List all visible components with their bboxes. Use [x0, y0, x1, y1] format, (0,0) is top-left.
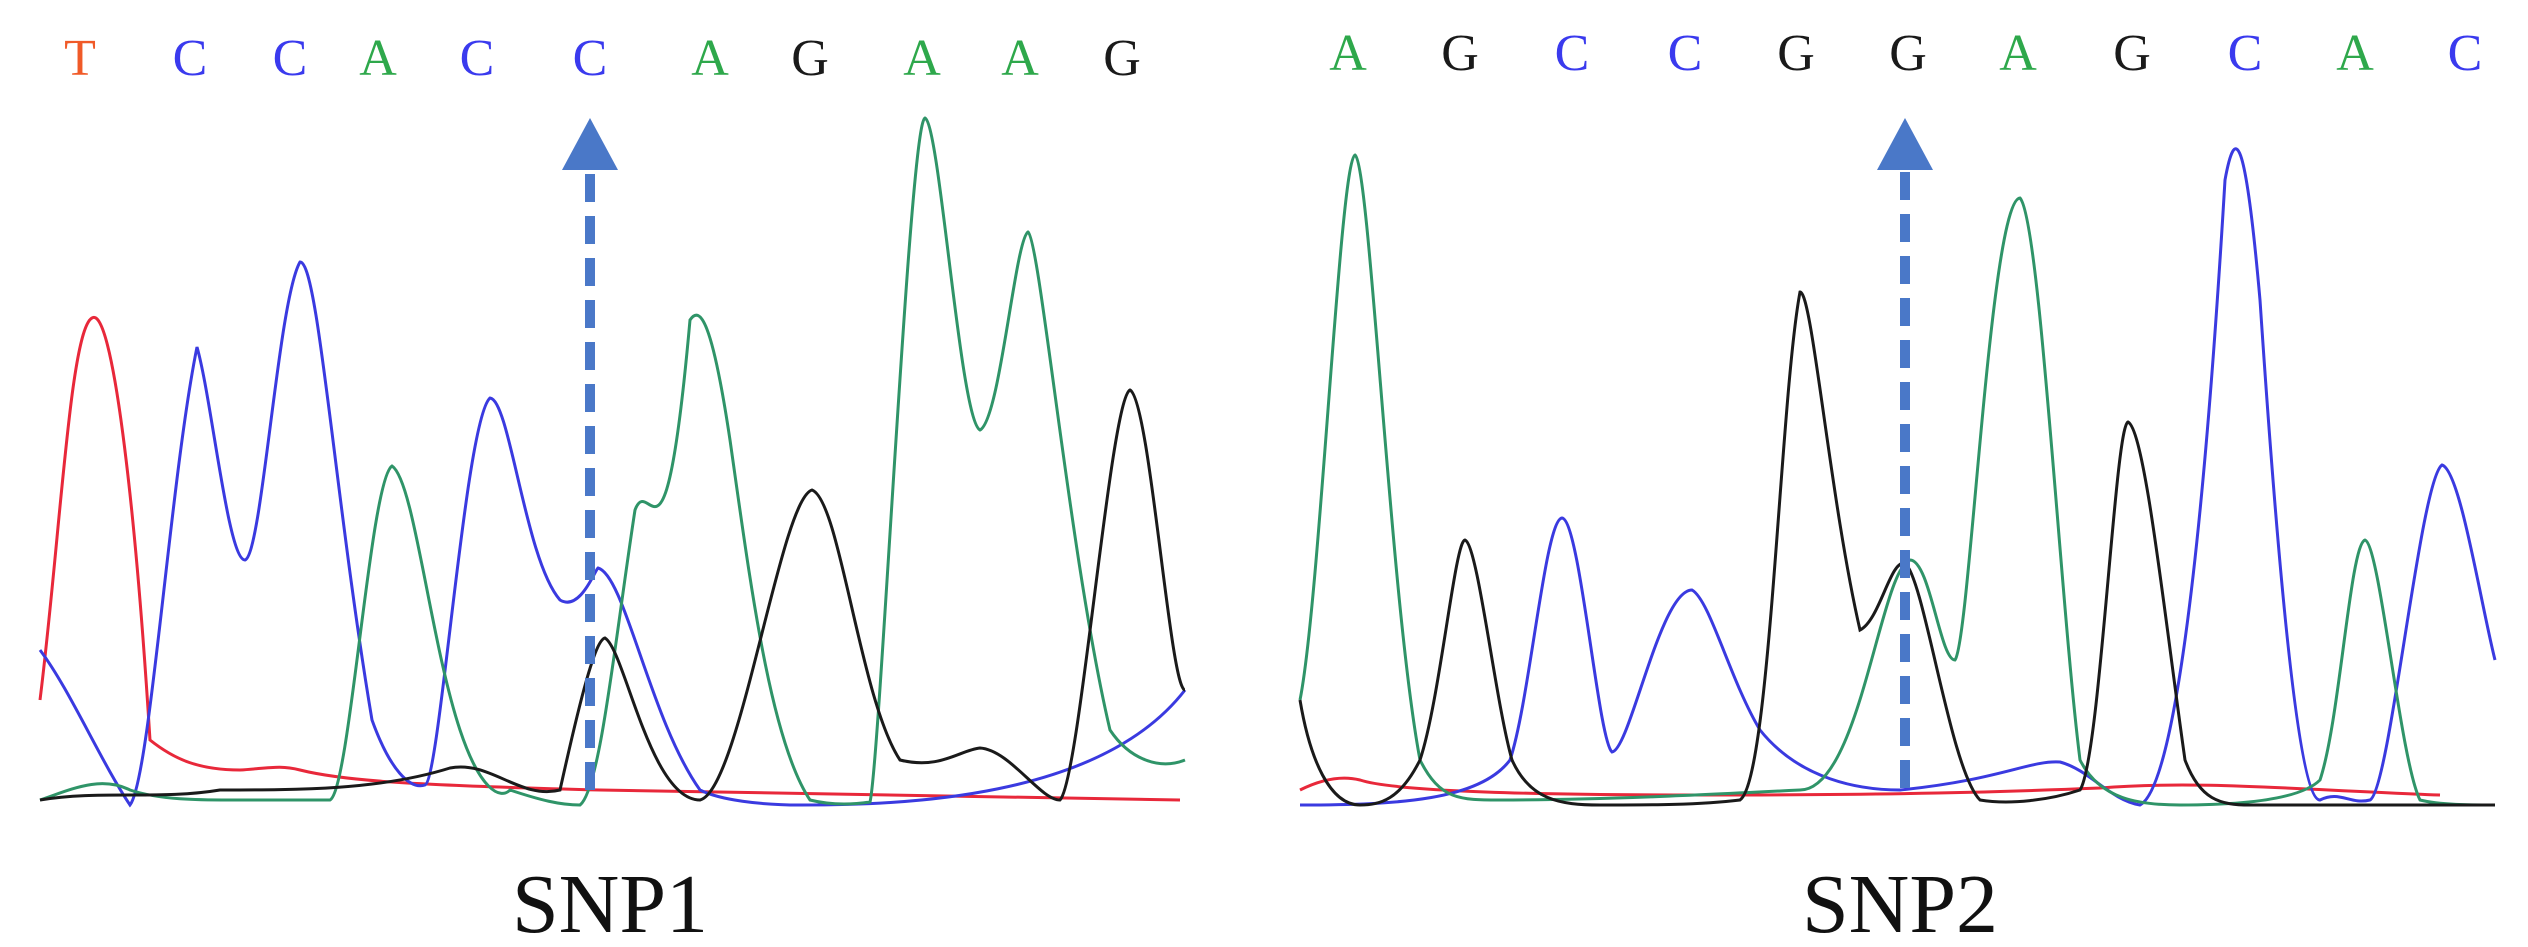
trace-g-snp1	[39, 388, 1187, 802]
trace-a-snp2	[1298, 153, 2496, 807]
base-call: T	[64, 30, 96, 87]
base-call: G	[1777, 25, 1815, 82]
base-call: G	[1103, 30, 1141, 87]
trace-a-snp1	[39, 116, 1186, 807]
panel-snp1: T C C A C C A G A A G SNP1	[38, 30, 1187, 947]
base-call: G	[2113, 25, 2151, 82]
base-call: A	[691, 30, 729, 87]
base-call: C	[173, 30, 208, 87]
base-call: A	[1999, 25, 2037, 82]
base-call: C	[1555, 25, 1590, 82]
panel-snp1-traces	[38, 116, 1187, 808]
base-call: C	[273, 30, 308, 87]
base-call: C	[460, 30, 495, 87]
arrow-head-icon	[562, 118, 618, 170]
snp2-arrow	[1877, 118, 1933, 788]
panel-snp2: A G C C G G A G C A C SNP2	[1298, 25, 2497, 947]
panel-label-snp2: SNP2	[1802, 858, 1998, 947]
trace-t-snp1	[38, 316, 1181, 802]
base-call: G	[1441, 25, 1479, 82]
base-call: G	[791, 30, 829, 87]
base-call: A	[1001, 30, 1039, 87]
base-call: G	[1889, 25, 1927, 82]
base-call: C	[2228, 25, 2263, 82]
base-call: A	[1329, 25, 1367, 82]
panel-snp2-traces	[1298, 147, 2497, 807]
panel-label-snp1: SNP1	[512, 858, 708, 947]
base-call: C	[573, 30, 608, 87]
trace-c-snp1	[38, 260, 1187, 808]
trace-t-snp2	[1299, 776, 2441, 797]
base-call: A	[2336, 25, 2374, 82]
trace-g-snp2	[1298, 290, 2495, 807]
base-call: C	[2448, 25, 2483, 82]
base-call: A	[359, 30, 397, 87]
snp1-arrow	[562, 118, 618, 790]
base-call: A	[903, 30, 941, 87]
base-call: C	[1668, 25, 1703, 82]
panel-snp2-base-calls: A G C C G G A G C A C	[1329, 25, 2482, 82]
arrow-head-icon	[1877, 118, 1933, 170]
trace-c-snp2	[1299, 147, 2497, 807]
panel-snp1-base-calls: T C C A C C A G A A G	[64, 30, 1141, 87]
